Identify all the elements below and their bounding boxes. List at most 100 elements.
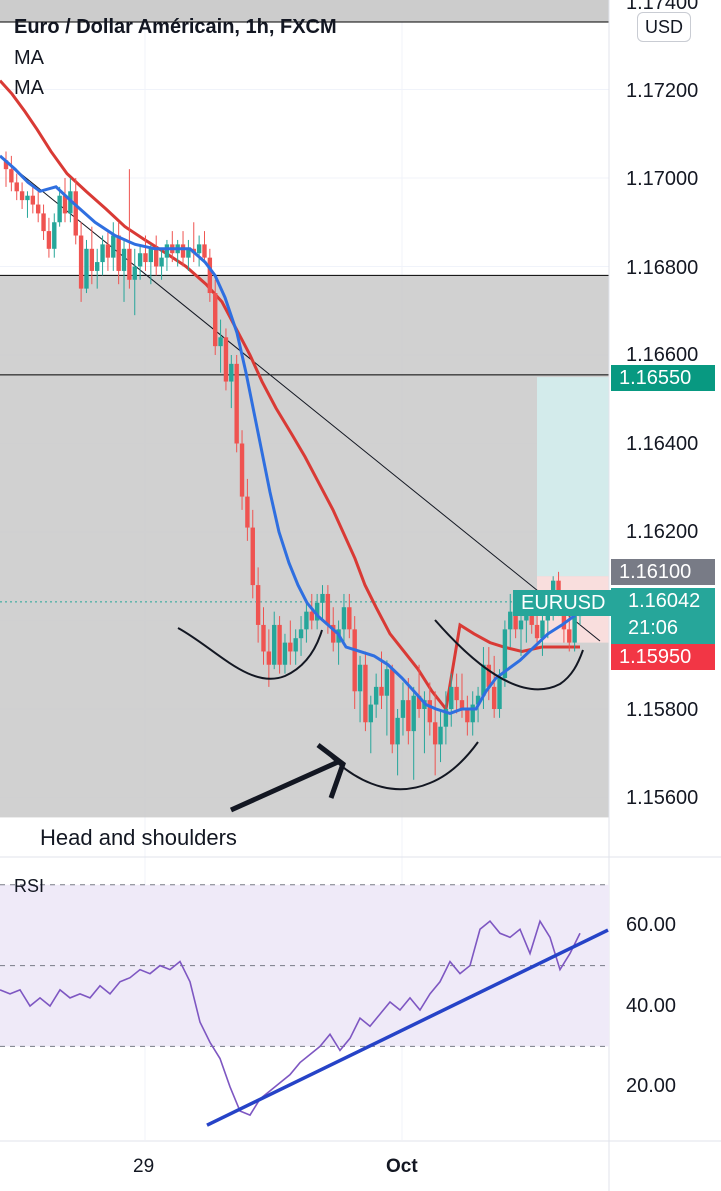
- candle-body: [524, 611, 529, 621]
- last-price-value: 1.16042: [628, 590, 701, 612]
- candle-body: [406, 700, 411, 732]
- candle-body: [373, 686, 379, 705]
- stop-price-tag: 1.15950: [611, 644, 715, 670]
- candle-body: [304, 611, 309, 630]
- candle-body: [84, 248, 89, 289]
- candle-body: [486, 664, 492, 687]
- candle-body: [186, 248, 191, 258]
- candle-body: [137, 253, 143, 267]
- right-shoulder-arc: [434, 619, 584, 691]
- candle-body: [502, 629, 508, 679]
- candle-body: [68, 191, 73, 214]
- candle-body: [30, 195, 36, 205]
- left-shoulder-arc: [177, 627, 323, 680]
- descending-trendline: [0, 156, 601, 642]
- candle-body: [19, 191, 25, 201]
- candle-body: [73, 191, 78, 236]
- pattern-annotation: Head and shoulders: [40, 825, 237, 850]
- candle-body: [143, 253, 148, 263]
- candle-body: [561, 607, 567, 630]
- resistance-zone: [0, 275, 609, 818]
- bar-countdown: 21:06: [628, 617, 679, 639]
- candle-body: [52, 222, 57, 249]
- candle-body: [207, 257, 213, 294]
- candle-body: [384, 669, 390, 696]
- price-label-8: 1.15800: [626, 699, 699, 721]
- candle-body: [438, 726, 443, 745]
- candle-body: [567, 629, 572, 643]
- candle-body: [400, 700, 406, 718]
- candle-body: [347, 607, 352, 630]
- candle-body: [309, 611, 314, 621]
- candle-body: [202, 244, 207, 258]
- rsi-axis-60: 60.00: [626, 914, 677, 936]
- candle-body: [449, 686, 454, 709]
- candle-body: [250, 527, 255, 586]
- rsi-label[interactable]: RSI: [14, 876, 45, 896]
- moving-average-fast: [0, 154, 581, 716]
- candle-body: [540, 620, 545, 639]
- candle-body: [277, 624, 282, 665]
- candle-body: [255, 585, 261, 625]
- candle-body: [443, 709, 449, 727]
- candle-body: [148, 248, 154, 263]
- candle-body: [357, 664, 363, 692]
- candle-body: [390, 669, 395, 745]
- indicator-ma-2[interactable]: MA: [14, 77, 44, 99]
- candle-body: [363, 664, 368, 723]
- candle-body: [331, 624, 336, 643]
- candle-body: [298, 629, 304, 639]
- candle-body: [14, 182, 19, 192]
- candle-body: [180, 244, 186, 258]
- rsi-trendline: [206, 928, 609, 1127]
- candle-body: [432, 722, 438, 745]
- candle-body: [223, 337, 229, 382]
- candle-body: [416, 695, 422, 709]
- candle-body: [25, 195, 30, 201]
- candle-body: [266, 651, 272, 665]
- candle-body: [3, 160, 9, 170]
- chart-title: Euro / Dollar Américain, 1h, FXCM: [14, 16, 337, 38]
- candle-body: [288, 642, 293, 652]
- candle-body: [218, 337, 223, 347]
- price-label-2: 1.17200: [626, 80, 699, 102]
- candle-body: [379, 686, 384, 696]
- candle-body: [427, 700, 432, 723]
- candle-body: [314, 602, 320, 621]
- candle-body: [508, 611, 513, 630]
- candle-body: [196, 244, 202, 254]
- candle-body: [325, 593, 331, 625]
- candle-body: [127, 248, 132, 280]
- candle-body: [320, 593, 325, 603]
- candle-body: [78, 235, 84, 289]
- candle-body: [475, 695, 481, 705]
- price-label-7: 1.16200: [626, 521, 699, 543]
- candle-body: [57, 195, 62, 223]
- candle-body: [395, 717, 400, 745]
- candle-body: [9, 169, 14, 183]
- time-label-oct: Oct: [386, 1156, 418, 1177]
- candle-body: [282, 642, 288, 665]
- candle-body: [470, 704, 475, 723]
- candle-body: [245, 496, 250, 528]
- candle-body: [497, 678, 502, 709]
- price-label-4: 1.16800: [626, 257, 699, 279]
- candle-body: [239, 443, 245, 497]
- candle-body: [459, 700, 465, 709]
- candle-body: [159, 257, 164, 267]
- entry-price-tag: 1.16100: [611, 559, 715, 585]
- top-zone: [0, 0, 609, 22]
- candle-body: [229, 363, 234, 382]
- currency-button[interactable]: USD: [637, 12, 691, 42]
- indicator-ma-1[interactable]: MA: [14, 47, 44, 69]
- candle-body: [261, 624, 266, 652]
- candle-body: [572, 616, 577, 643]
- candle-body: [94, 262, 100, 271]
- candle-body: [481, 664, 486, 696]
- candle-body: [132, 266, 137, 280]
- candle-body: [62, 195, 68, 214]
- candle-body: [35, 204, 41, 214]
- candle-body: [100, 244, 105, 263]
